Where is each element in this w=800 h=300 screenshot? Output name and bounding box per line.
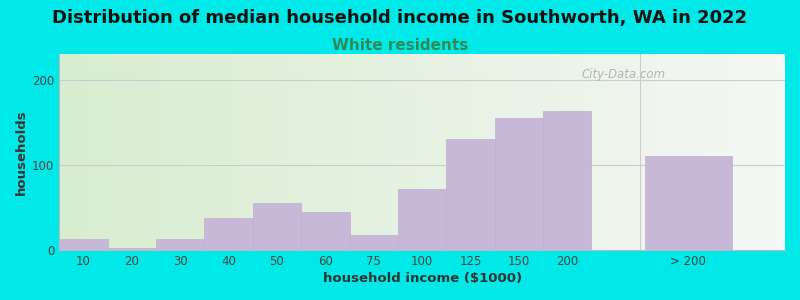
Text: White residents: White residents xyxy=(332,38,468,52)
Bar xyxy=(108,248,156,250)
Bar xyxy=(494,118,543,250)
Bar xyxy=(156,239,205,250)
Bar xyxy=(253,203,301,250)
Bar xyxy=(59,239,108,250)
Bar xyxy=(205,218,253,250)
Bar xyxy=(301,212,350,250)
Bar xyxy=(446,139,494,250)
Bar xyxy=(350,235,398,250)
Y-axis label: households: households xyxy=(15,109,28,195)
Bar xyxy=(398,189,446,250)
Text: City-Data.com: City-Data.com xyxy=(582,68,666,81)
Bar xyxy=(543,111,591,250)
Bar xyxy=(645,156,732,250)
X-axis label: household income ($1000): household income ($1000) xyxy=(322,272,522,285)
Text: Distribution of median household income in Southworth, WA in 2022: Distribution of median household income … xyxy=(53,9,747,27)
